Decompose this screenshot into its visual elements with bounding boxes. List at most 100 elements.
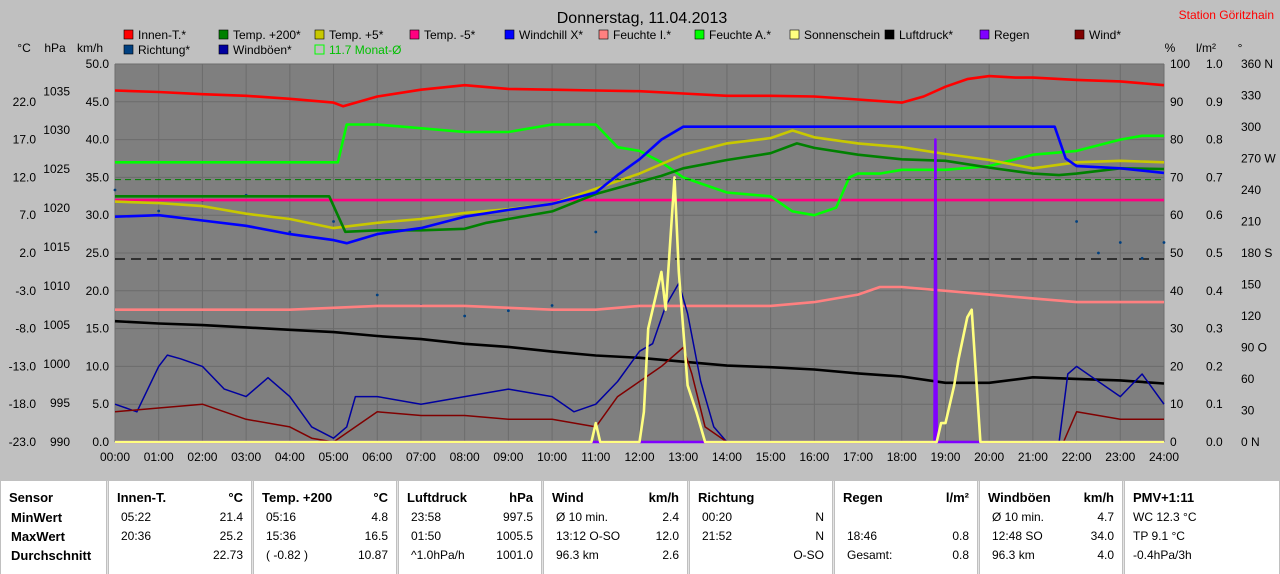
stats-value: 0.8 — [952, 529, 969, 543]
stats-column-luftdruck: Luftdruck hPa 23:58 997.5 01:50 1005.5 ^1.0hPa… — [398, 481, 542, 574]
stats-column-header: Sensor — [9, 490, 54, 505]
humidity-tick-label: 30 — [1170, 322, 1184, 336]
series-line-windchill-x — [114, 125, 1165, 245]
temp-axis-unit: °C — [17, 41, 31, 55]
series-line-innen-t — [114, 74, 1165, 108]
rain-tick-label: 0.7 — [1206, 170, 1223, 184]
stats-row: Durchschnitt — [1, 548, 106, 566]
x-tick-label: 21:00 — [1018, 450, 1048, 464]
x-tick-label: 17:00 — [843, 450, 873, 464]
stats-value: 2.4 — [662, 510, 679, 524]
legend-swatch — [979, 29, 990, 40]
stats-value: 4.8 — [371, 510, 388, 524]
direction-tick-label: 240 — [1241, 183, 1261, 197]
stats-row: MinWert — [1, 510, 106, 528]
rain-tick-label: 0.2 — [1206, 359, 1223, 373]
stats-column-windboen: Windböen km/h Ø 10 min. 4.7 12:48 SO 34.0 96.3… — [979, 481, 1123, 574]
pressure-axis-unit: hPa — [44, 41, 66, 55]
temp-tick-label: -23.0 — [9, 435, 37, 449]
wind-tick-label: 25.0 — [86, 246, 110, 260]
chart-title: Donnerstag, 11.04.2013 — [557, 10, 728, 27]
stats-row: Ø 10 min. 4.7 — [980, 510, 1122, 528]
x-tick-label: 06:00 — [362, 450, 392, 464]
stats-row: 12:48 SO 34.0 — [980, 529, 1122, 547]
direction-point — [1118, 241, 1122, 244]
stats-value: 10.87 — [357, 548, 388, 562]
humidity-tick-label: 20 — [1170, 359, 1184, 373]
direction-point — [550, 304, 554, 307]
rain-tick-label: 0.8 — [1206, 133, 1223, 147]
rain-tick-label: 0.6 — [1206, 208, 1223, 222]
legend-swatch — [409, 29, 420, 40]
x-tick-label: 10:00 — [537, 450, 567, 464]
temp-tick-label: -3.0 — [15, 284, 36, 298]
humidity-tick-label: 10 — [1170, 397, 1184, 411]
stats-column-unit: km/h — [1083, 490, 1114, 505]
direction-point — [1140, 256, 1144, 260]
series-line-temp-200 — [115, 142, 1165, 234]
stats-value: 997.5 — [502, 510, 533, 524]
stats-value: 22.73 — [212, 548, 243, 562]
legend-label: Innen-T.* — [138, 28, 186, 42]
legend-swatch — [123, 44, 134, 55]
direction-point — [1097, 251, 1100, 255]
x-tick-label: 09:00 — [493, 450, 523, 464]
legend-label: Windchill X* — [519, 28, 583, 42]
stats-row: 20:36 25.2 — [109, 529, 251, 547]
stats-label: 21:52 — [702, 529, 733, 543]
humidity-tick-label: 40 — [1170, 284, 1184, 298]
direction-axis-unit: ° — [1238, 41, 1243, 55]
direction-tick-label: 60 — [1241, 372, 1255, 386]
x-tick-label: 00:00 — [100, 450, 130, 464]
series-line-feuchte-a — [115, 123, 1164, 217]
temp-tick-label: 17.0 — [13, 133, 37, 147]
stats-label: 05:16 — [266, 510, 297, 524]
legend-swatch — [598, 29, 609, 40]
stats-label: 15:36 — [266, 529, 297, 543]
wind-tick-label: 35.0 — [86, 170, 110, 184]
legend-label: Feuchte I.* — [613, 28, 671, 42]
stats-column-header: PMV+1:11 — [1133, 490, 1195, 505]
pressure-tick-label: 995 — [50, 396, 70, 410]
x-tick-label: 24:00 — [1149, 450, 1179, 464]
stats-value: 0.8 — [952, 548, 969, 562]
stats-row: MaxWert — [1, 529, 106, 547]
stats-column-header: Wind — [552, 490, 584, 505]
stats-row: 05:22 21.4 — [109, 510, 251, 528]
x-tick-label: 12:00 — [624, 450, 654, 464]
rain-tick-label: 0.1 — [1206, 397, 1223, 411]
stats-row: TP 9.1 °C — [1125, 529, 1279, 547]
stats-row: 01:50 1005.5 — [399, 529, 541, 547]
stats-value: 25.2 — [219, 529, 243, 543]
legend-swatch — [789, 29, 800, 40]
x-tick-label: 08:00 — [450, 450, 480, 464]
legend-swatch — [1074, 29, 1085, 40]
stats-column-unit: °C — [373, 490, 388, 505]
stats-row: 22.73 — [109, 548, 251, 566]
stats-value: O-SO — [793, 548, 824, 562]
stats-label: WC 12.3 °C — [1133, 510, 1197, 524]
pressure-tick-label: 1000 — [43, 357, 70, 371]
stats-label: MinWert — [11, 510, 63, 525]
stats-label: 12:48 SO — [992, 529, 1043, 543]
x-tick-label: 18:00 — [887, 450, 917, 464]
stats-column-innen: Innen-T. °C 05:22 21.4 20:36 25.2 22.73 — [108, 481, 252, 574]
stats-column-richtung: Richtung 00:20 N 21:52 N O-SO — [689, 481, 833, 574]
direction-tick-label: 360 N — [1241, 57, 1273, 71]
legend: Innen-T.* Temp. +200* Temp. +5* Temp. -5* Wi… — [123, 28, 1121, 57]
x-tick-label: 20:00 — [974, 450, 1004, 464]
stats-row: -0.4hPa/3h — [1125, 548, 1279, 566]
series-line-temp-5 — [114, 129, 1165, 230]
stats-column-header: Innen-T. — [117, 490, 167, 505]
direction-point — [506, 309, 510, 313]
stats-label: 05:22 — [121, 510, 152, 524]
legend-swatch — [218, 44, 229, 55]
humidity-tick-label: 70 — [1170, 170, 1184, 184]
stats-column-wind: Wind km/h Ø 10 min. 2.4 13:12 O-SO 12.0 96.3 k… — [543, 481, 688, 574]
stats-value: 2.6 — [662, 548, 679, 562]
humidity-tick-label: 90 — [1170, 95, 1184, 109]
stats-row: ( -0.82 ) 10.87 — [254, 548, 396, 566]
stats-value: 4.0 — [1097, 548, 1114, 562]
stats-label: 13:12 O-SO — [556, 529, 621, 543]
stats-row — [835, 510, 977, 528]
